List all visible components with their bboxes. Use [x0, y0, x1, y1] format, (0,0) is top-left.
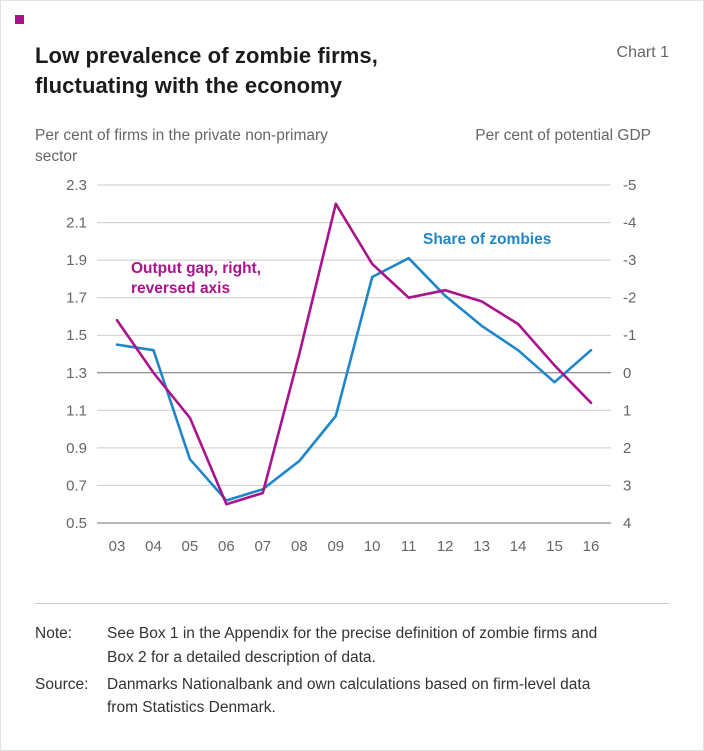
svg-text:0.7: 0.7 [66, 478, 87, 495]
svg-text:15: 15 [546, 538, 563, 555]
svg-text:-3: -3 [623, 252, 636, 269]
output-gap-annotation: Output gap, right, reversed axis [131, 260, 262, 297]
svg-text:1: 1 [623, 403, 631, 420]
right-axis-title: Per cent of potential GDP [475, 127, 651, 145]
svg-text:08: 08 [291, 538, 308, 555]
svg-text:-5: -5 [623, 177, 636, 194]
svg-text:1.9: 1.9 [66, 252, 87, 269]
svg-text:3: 3 [623, 478, 631, 495]
svg-text:16: 16 [583, 538, 600, 555]
svg-text:0: 0 [623, 365, 631, 382]
note-text: See Box 1 in the Appendix for the precis… [107, 625, 598, 666]
svg-text:14: 14 [510, 538, 527, 555]
svg-text:-2: -2 [623, 290, 636, 307]
axis-titles-row: Per cent of firms in the private non-pri… [35, 126, 669, 167]
chart-title-line2: fluctuating with the economy [35, 72, 343, 98]
svg-text:0.5: 0.5 [66, 515, 87, 532]
svg-text:1.1: 1.1 [66, 403, 87, 420]
svg-text:2.1: 2.1 [66, 215, 87, 232]
svg-text:03: 03 [109, 538, 126, 555]
svg-text:-4: -4 [623, 215, 636, 232]
svg-text:13: 13 [473, 538, 490, 555]
note-label: Note: [35, 625, 73, 643]
svg-text:12: 12 [437, 538, 454, 555]
svg-text:05: 05 [182, 538, 199, 555]
chart-number-label: Chart 1 [616, 44, 669, 61]
chart-title-line1: Low prevalence of zombie firms, [35, 43, 378, 68]
header: Low prevalence of zombie firms, fluctuat… [35, 41, 669, 100]
svg-text:1.5: 1.5 [66, 327, 87, 344]
svg-text:10: 10 [364, 538, 381, 555]
svg-text:09: 09 [327, 538, 344, 555]
svg-text:2: 2 [623, 440, 631, 457]
footnotes: Note: See Box 1 in the Appendix for the … [35, 622, 669, 719]
svg-text:0.9: 0.9 [66, 440, 87, 457]
left-axis-title: Per cent of firms in the private non-pri… [35, 127, 328, 165]
svg-text:1.7: 1.7 [66, 290, 87, 307]
chart-area: 2.3 -5 2.1 -4 1.9 -3 1.7 -2 1.5 -1 1.3 0 1.1 1 0.9 2 0.7… [35, 173, 669, 565]
svg-text:4: 4 [623, 515, 631, 532]
footer-divider [35, 603, 669, 605]
share-of-zombies-annotation: Share of zombies [423, 231, 552, 249]
svg-text:11: 11 [401, 538, 417, 555]
svg-text:04: 04 [145, 538, 162, 555]
svg-text:06: 06 [218, 538, 235, 555]
source-label: Source: [35, 675, 89, 693]
svg-text:07: 07 [254, 538, 271, 555]
svg-text:-1: -1 [623, 327, 636, 344]
source-text: Danmarks Nationalbank and own calculatio… [107, 675, 591, 717]
zombie-firms-line-chart: 2.3 -5 2.1 -4 1.9 -3 1.7 -2 1.5 -1 1.3 0 1.1 1 0.9 2 0.7… [66, 177, 636, 555]
chart-title: Low prevalence of zombie firms, fluctuat… [35, 41, 378, 100]
svg-text:2.3: 2.3 [66, 177, 87, 194]
brand-accent-square [15, 15, 24, 24]
svg-text:1.3: 1.3 [66, 365, 87, 382]
